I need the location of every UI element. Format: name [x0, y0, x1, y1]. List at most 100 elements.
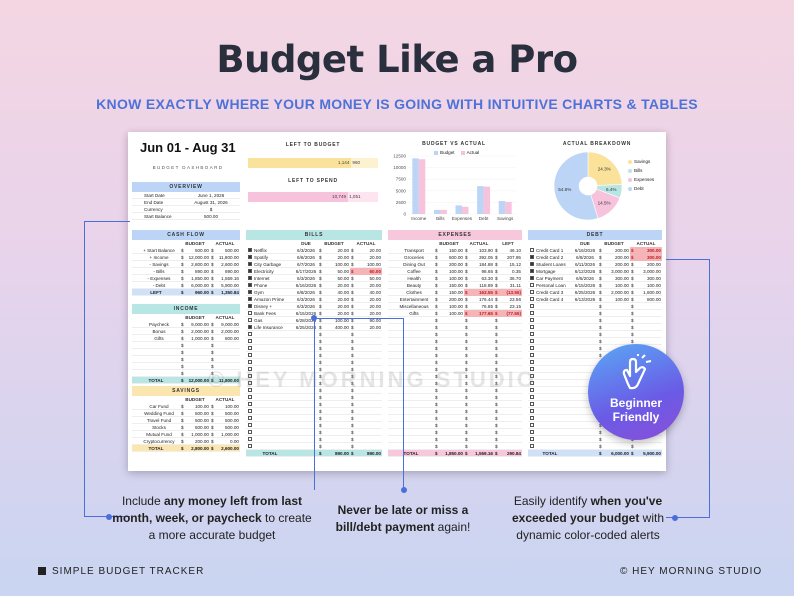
table-row: Mortgage 6/12/2026 $3,000.00 $3,000.00 [528, 268, 662, 275]
paid-checkbox[interactable] [530, 380, 534, 385]
paid-checkbox[interactable] [248, 422, 252, 427]
budget-bar [433, 209, 441, 214]
column-header: LEFT [502, 241, 514, 246]
paid-checkbox[interactable] [530, 317, 534, 322]
paid-checkbox[interactable] [530, 247, 534, 252]
paid-checkbox[interactable] [530, 394, 534, 399]
paid-checkbox[interactable] [248, 345, 252, 350]
paid-checkbox[interactable] [248, 415, 252, 420]
row-label [528, 310, 572, 317]
paid-checkbox[interactable] [248, 359, 252, 364]
paid-checkbox[interactable] [530, 429, 534, 434]
paid-checkbox[interactable] [530, 352, 534, 357]
paid-checkbox[interactable] [530, 373, 534, 378]
paid-checkbox[interactable] [530, 415, 534, 420]
paid-checkbox[interactable] [530, 310, 534, 315]
paid-checkbox[interactable] [248, 373, 252, 378]
paid-checkbox[interactable] [248, 275, 252, 280]
paid-checkbox[interactable] [530, 408, 534, 413]
left-value: $23.56 [495, 296, 521, 302]
paid-checkbox[interactable] [248, 394, 252, 399]
paid-checkbox[interactable] [530, 296, 534, 301]
paid-checkbox[interactable] [248, 443, 252, 448]
empty-value: $ [631, 310, 634, 316]
paid-checkbox[interactable] [530, 436, 534, 441]
paid-checkbox[interactable] [530, 282, 534, 287]
actual-value: $500.00 [211, 424, 239, 430]
paid-checkbox[interactable] [248, 352, 252, 357]
paid-checkbox[interactable] [530, 387, 534, 392]
paid-checkbox[interactable] [530, 303, 534, 308]
actual-value: $20.00 [351, 247, 381, 253]
overview-row: End Date August 31, 2026 [132, 199, 240, 206]
row-label: Beauty [406, 282, 422, 288]
paid-checkbox[interactable] [248, 401, 252, 406]
row-label [246, 331, 294, 338]
column-header: ACTUAL [469, 241, 489, 246]
row-label [528, 352, 572, 359]
paid-checkbox[interactable] [530, 289, 534, 294]
bills-header: BILLS [246, 230, 382, 240]
paid-checkbox[interactable] [248, 331, 252, 336]
paid-checkbox[interactable] [248, 303, 252, 308]
paid-checkbox[interactable] [530, 331, 534, 336]
paid-checkbox[interactable] [530, 338, 534, 343]
caption-left: Include any money left from last month, … [112, 494, 312, 542]
budget-value: $100.00 [319, 317, 349, 323]
row-label: Student Loans [528, 261, 572, 268]
paid-checkbox[interactable] [248, 436, 252, 441]
paid-checkbox[interactable] [248, 247, 252, 252]
empty-value: $ [319, 436, 322, 442]
paid-checkbox[interactable] [248, 429, 252, 434]
paid-checkbox[interactable] [530, 345, 534, 350]
paid-checkbox[interactable] [530, 261, 534, 266]
legend-item: Expenses [628, 176, 654, 183]
paid-checkbox[interactable] [248, 324, 252, 329]
paid-checkbox[interactable] [248, 317, 252, 322]
budget-value: $500.00 [181, 417, 209, 423]
paid-checkbox[interactable] [530, 366, 534, 371]
paid-checkbox[interactable] [248, 254, 252, 259]
paid-checkbox[interactable] [248, 408, 252, 413]
budget-value: $100.00 [435, 303, 463, 309]
empty-value: $ [319, 387, 322, 393]
paid-checkbox[interactable] [248, 338, 252, 343]
center-connector-dot [401, 487, 407, 493]
left-connector [84, 221, 130, 517]
budget-value: $200.00 [599, 254, 629, 260]
badge-line1: Beginner [609, 396, 662, 410]
paid-checkbox[interactable] [530, 324, 534, 329]
paid-checkbox[interactable] [530, 443, 534, 448]
paid-checkbox[interactable] [530, 268, 534, 273]
paid-checkbox[interactable] [530, 401, 534, 406]
paid-checkbox[interactable] [248, 387, 252, 392]
due-date: 6/25/2026 [574, 289, 596, 295]
paid-checkbox[interactable] [248, 310, 252, 315]
row-label: Mortgage [528, 268, 572, 275]
row-label [246, 352, 294, 359]
table-row: $ $ $ [388, 331, 522, 338]
row-label: Gifts [154, 335, 164, 341]
empty-value: $ [351, 380, 354, 386]
empty-value: $ [495, 352, 498, 358]
paid-checkbox[interactable] [530, 254, 534, 259]
paid-checkbox[interactable] [248, 282, 252, 287]
paid-checkbox[interactable] [530, 359, 534, 364]
table-row: Netflix 6/3/2026 $20.00 $20.00 [246, 247, 382, 254]
paid-checkbox[interactable] [248, 268, 252, 273]
row-label: Credit Card 2 [528, 254, 572, 261]
paid-checkbox[interactable] [248, 380, 252, 385]
total-row: TOTAL $2,800.00 $2,600.00 [132, 445, 240, 452]
budget-sheet: Jun 01 - Aug 31 BUDGET DASHBOARD OVERVIE… [128, 132, 666, 471]
budget-value: $100.00 [181, 403, 209, 409]
paid-checkbox[interactable] [530, 422, 534, 427]
paid-checkbox[interactable] [248, 261, 252, 266]
table-row: $ $ $ [388, 422, 522, 429]
paid-checkbox[interactable] [248, 366, 252, 371]
paid-checkbox[interactable] [530, 275, 534, 280]
row-label: Paycheck [149, 321, 169, 327]
paid-checkbox[interactable] [248, 296, 252, 301]
budget-value: $300.00 [599, 275, 629, 281]
paid-checkbox[interactable] [248, 289, 252, 294]
total-row: TOTAL $6,000.00 $5,900.00 [528, 450, 662, 457]
